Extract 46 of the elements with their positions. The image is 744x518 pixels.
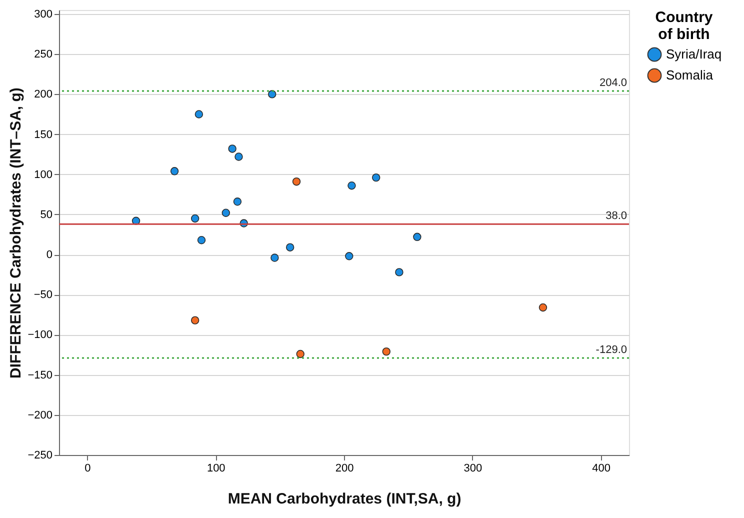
point (190, 214, 200, 223)
legend-title: Country of birth (655, 9, 714, 43)
point (222, 208, 230, 217)
point (413, 232, 422, 242)
ref-line-label: -129.0 (596, 344, 627, 356)
y-tick-label: 200 (34, 88, 52, 101)
x-axis-title: MEAN Carbohydrates (INT,SA, g) (228, 490, 462, 508)
point (382, 347, 390, 356)
point (296, 350, 304, 358)
point (268, 90, 276, 98)
legend-label: Syria/Iraq (666, 46, 722, 62)
y-tick-label: −50 (34, 289, 52, 302)
legend-label: Somalia (666, 68, 714, 82)
point (194, 110, 204, 118)
y-tick-label: −150 (28, 369, 52, 382)
ref-line-label: 204.0 (599, 76, 627, 89)
point (345, 252, 354, 260)
x-tick-label: 300 (464, 462, 482, 474)
point (372, 173, 380, 182)
point (292, 177, 301, 186)
y-tick-label: 150 (34, 128, 52, 141)
point (270, 254, 279, 262)
y-tick-label: −200 (28, 409, 52, 422)
x-tick-label: 0 (84, 462, 91, 474)
y-axis-title: DIFFERENCE Carbohydrates (INT–SA, g) (8, 88, 25, 378)
point (197, 236, 206, 244)
y-tick-label: −100 (28, 329, 52, 342)
point (233, 198, 242, 206)
point (395, 268, 404, 276)
point (286, 243, 294, 252)
point (190, 316, 200, 324)
y-tick-label: 250 (34, 48, 52, 61)
x-tick-label: 100 (206, 462, 226, 474)
y-tick-label: 100 (34, 168, 52, 181)
y-tick-label: 300 (34, 8, 52, 21)
point (228, 144, 236, 153)
y-tick-label: −250 (28, 450, 52, 462)
point (348, 181, 356, 190)
point (234, 152, 243, 161)
ref-line-label: 38.0 (606, 210, 627, 222)
x-tick-label: 200 (335, 462, 354, 474)
x-tick-label: 400 (592, 462, 610, 474)
y-tick-label: 0 (46, 249, 52, 262)
point (170, 167, 179, 176)
point (538, 303, 548, 312)
y-tick-label: 50 (40, 208, 52, 221)
